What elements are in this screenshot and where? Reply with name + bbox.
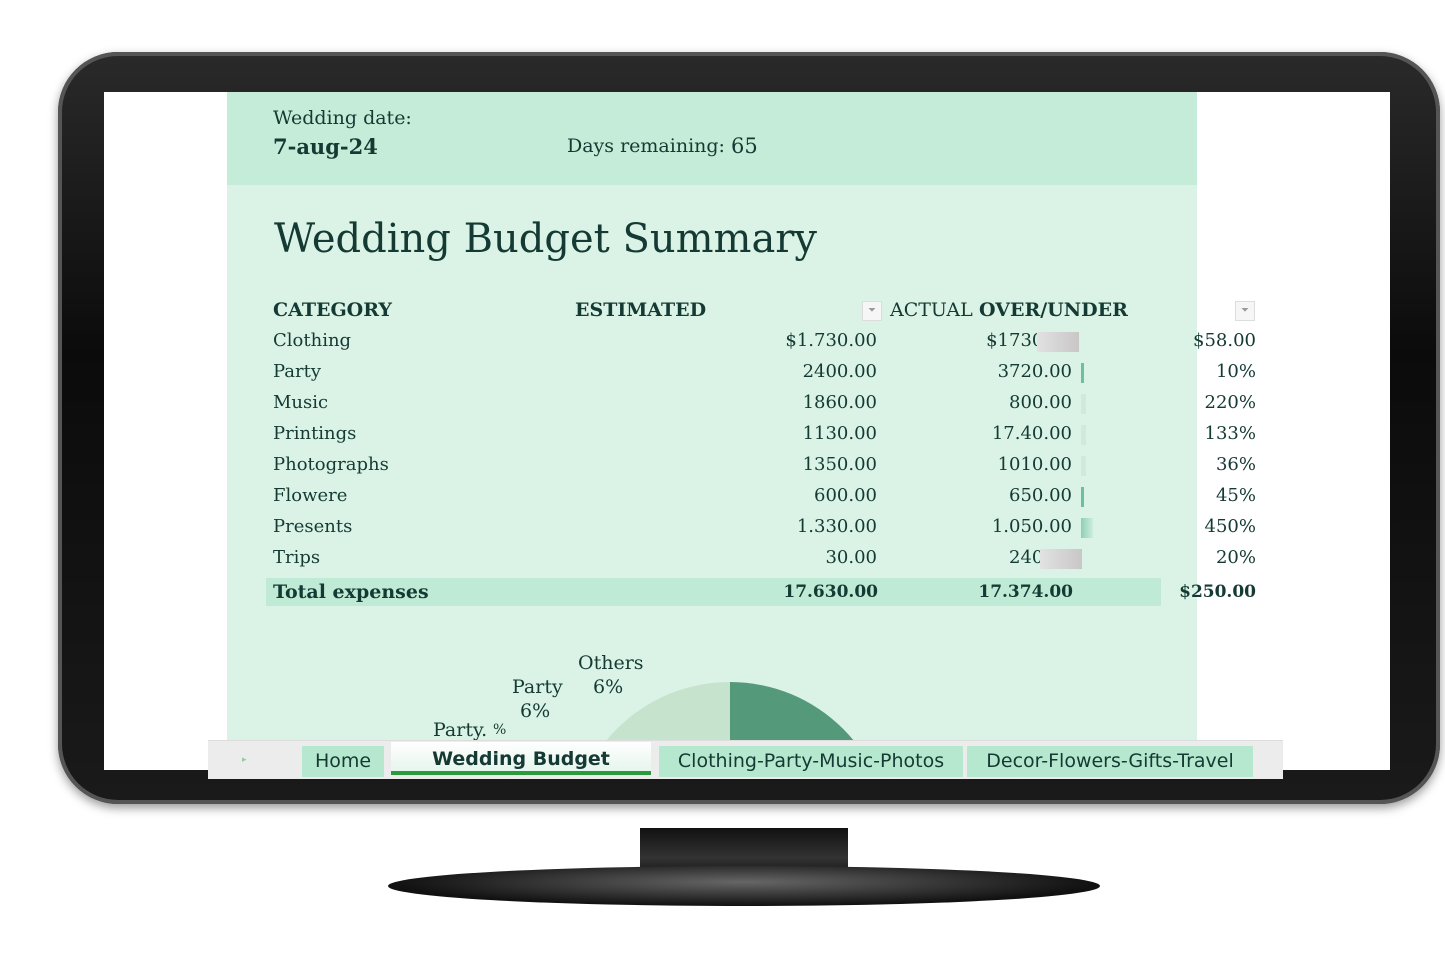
table-row-over-under: 20% [1215, 547, 1256, 568]
pie-label-party-2-pct: % [493, 722, 507, 738]
pie-label-others: Others [578, 652, 644, 674]
tab-clothing-party-music-photos[interactable]: Clothing-Party-Music-Photos [659, 746, 963, 777]
table-row-estimated[interactable]: 1860.00 [802, 392, 877, 413]
table-row-actual[interactable]: 650.00 [1009, 485, 1072, 506]
filter-dropdown-icon[interactable]: ⏷ [1235, 301, 1255, 321]
table-row-over-under: $58.00 [1193, 330, 1256, 351]
total-row [266, 578, 1161, 606]
pie-label-party-pct: 6% [520, 700, 551, 722]
table-row-over-under: 36% [1215, 454, 1256, 475]
table-row-actual[interactable]: 800.00 [1009, 392, 1072, 413]
table-row-estimated[interactable]: $1.730.00 [785, 330, 877, 351]
data-bar [1081, 363, 1084, 383]
total-over-under: $250.00 [1179, 582, 1256, 602]
table-row-estimated[interactable]: 30.00 [825, 547, 877, 568]
tab-decor-flowers-gifts-travel[interactable]: Decor-Flowers-Gifts-Travel [967, 746, 1253, 777]
table-row-category: Music [273, 392, 329, 413]
monitor-stand-base [388, 866, 1100, 906]
days-remaining-value: 65 [731, 134, 758, 158]
page-title: Wedding Budget Summary [274, 216, 818, 262]
days-remaining-label: Days remaining: [567, 135, 725, 157]
total-actual: 17.374.00 [978, 582, 1073, 602]
table-row-actual[interactable]: 3720.00 [997, 361, 1072, 382]
table-row-estimated[interactable]: 2400.00 [802, 361, 877, 382]
tab-home[interactable]: Home [302, 746, 384, 777]
column-header-over-under: OVER/UNDER [979, 299, 1128, 321]
table-row-category: Printings [273, 423, 357, 444]
table-row-category: Clothing [273, 330, 352, 351]
header-band [227, 92, 1197, 185]
table-row-over-under: 10% [1215, 361, 1256, 382]
monitor-screen: Wedding date: 7-aug-24 Days remaining: 6… [104, 92, 1390, 770]
table-row-estimated[interactable]: 1350.00 [802, 454, 877, 475]
table-row-category: Photographs [273, 454, 389, 475]
total-estimated: 17.630.00 [783, 582, 878, 602]
tab-wedding-budget[interactable]: Wedding Budget [391, 742, 651, 775]
column-header-estimated: ESTIMATED [575, 299, 707, 321]
data-bar [1081, 487, 1084, 507]
table-row-estimated[interactable]: 1130.00 [802, 423, 877, 444]
table-row-over-under: 45% [1215, 485, 1256, 506]
table-row-category: Party [273, 361, 322, 382]
table-row-actual[interactable]: 1.050.00 [991, 516, 1072, 537]
table-row-estimated[interactable]: 600.00 [814, 485, 877, 506]
data-bar [1037, 332, 1079, 352]
sheet-tab-bar: ▸ Home Wedding Budget Clothing-Party-Mus… [208, 740, 1283, 779]
column-header-category: CATEGORY [273, 299, 392, 321]
table-row-actual[interactable]: 17.40.00 [991, 423, 1072, 444]
wedding-date-value[interactable]: 7-aug-24 [273, 134, 378, 159]
data-bar [1040, 549, 1082, 569]
data-bar [1081, 518, 1093, 538]
pie-label-party-2: Party. [433, 719, 488, 741]
data-bar [1081, 425, 1086, 445]
table-row-category: Presents [273, 516, 353, 537]
table-row-estimated[interactable]: 1.330.00 [796, 516, 877, 537]
pie-label-others-pct: 6% [593, 676, 624, 698]
pie-label-party: Party [512, 676, 563, 698]
table-row-over-under: 220% [1204, 392, 1256, 413]
column-header-actual: ACTUAL [890, 299, 973, 321]
data-bar [1081, 394, 1086, 414]
table-row-category: Flowere [273, 485, 348, 506]
filter-dropdown-icon[interactable]: ⏷ [862, 301, 882, 321]
wedding-date-label: Wedding date: [273, 107, 412, 129]
table-row-over-under: 450% [1204, 516, 1256, 537]
table-row-over-under: 133% [1204, 423, 1256, 444]
data-bar [1081, 456, 1086, 476]
table-row-actual[interactable]: 1010.00 [997, 454, 1072, 475]
table-row-category: Trips [273, 547, 321, 568]
scroll-left-icon[interactable]: ▸ [242, 755, 247, 765]
spreadsheet: Wedding date: 7-aug-24 Days remaining: 6… [227, 92, 1256, 770]
total-label: Total expenses [273, 581, 429, 603]
